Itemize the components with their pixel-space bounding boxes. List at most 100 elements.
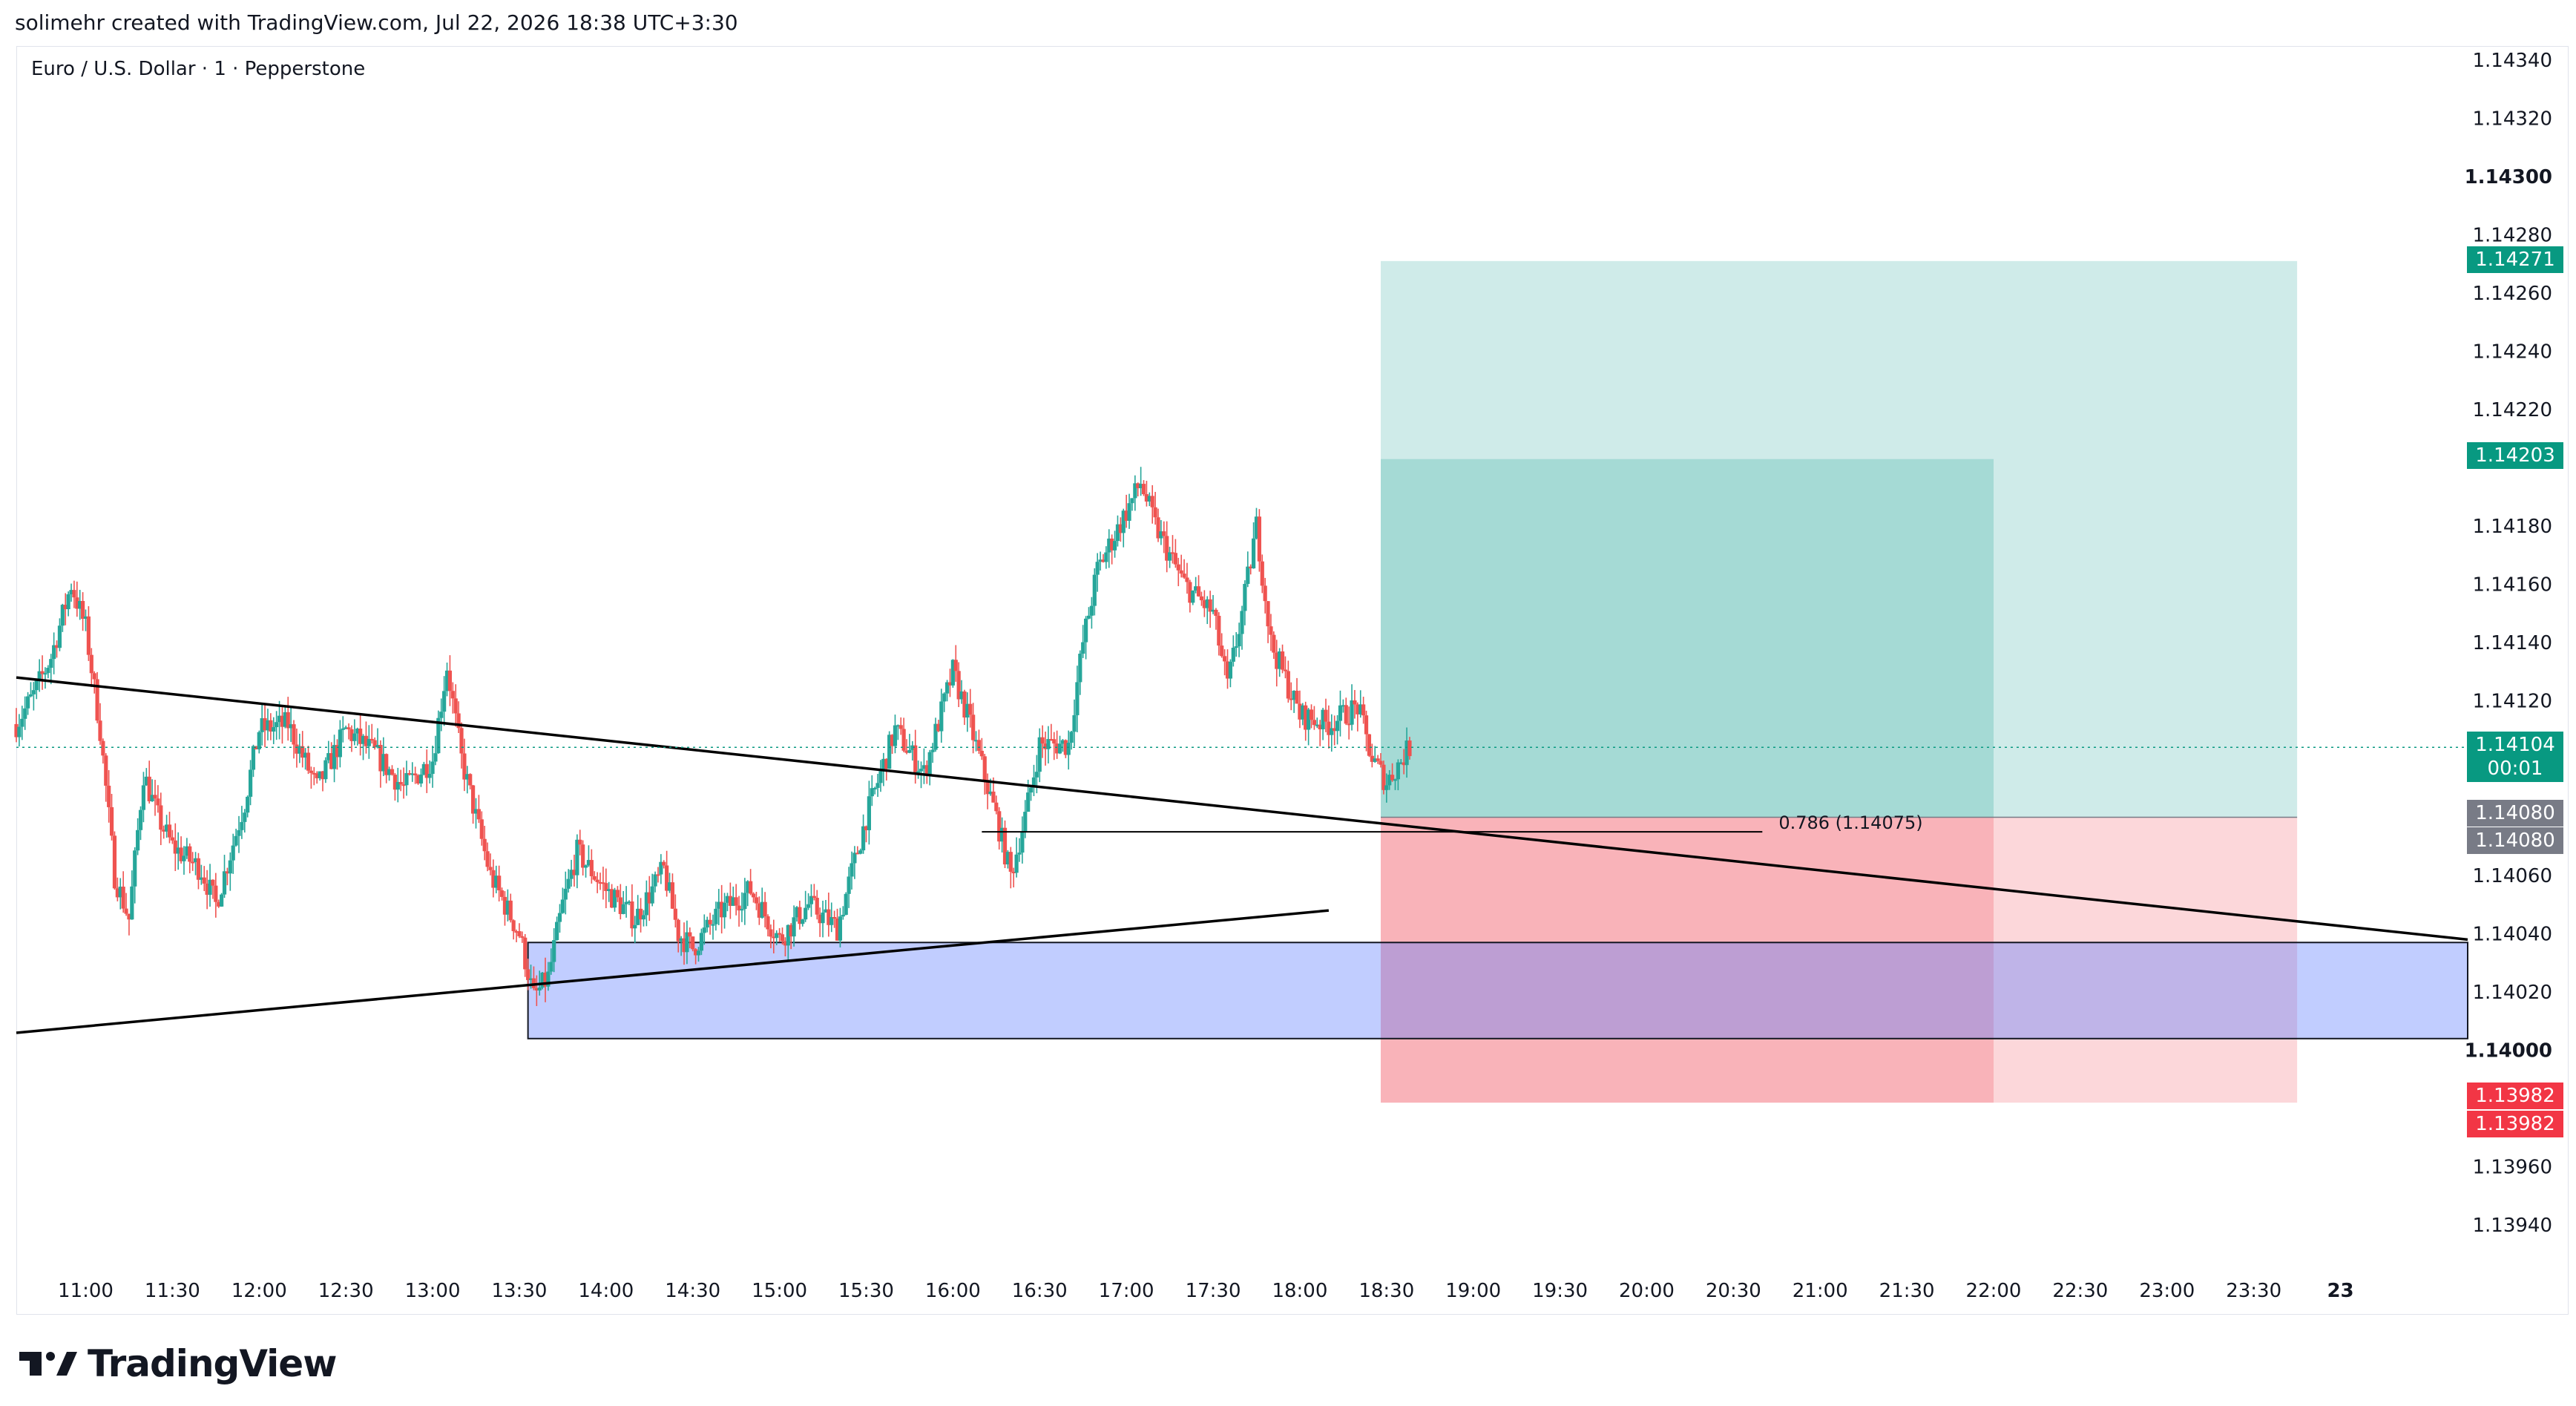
candle-body: [994, 802, 999, 812]
candle-body: [1086, 615, 1091, 619]
candle-body: [141, 785, 146, 810]
candle-body: [798, 907, 802, 924]
candle-body: [1191, 590, 1195, 603]
candle-body: [1381, 764, 1386, 790]
candle-body: [482, 838, 487, 852]
candle-body: [1005, 852, 1011, 865]
candle-body: [965, 703, 970, 718]
x-axis-tick: 13:30: [491, 1280, 547, 1302]
entry-price-label: 1.14080: [2467, 827, 2563, 854]
candle-body: [83, 616, 88, 620]
candle-body: [775, 933, 779, 939]
candle-body: [583, 865, 588, 868]
candle-body: [263, 717, 267, 731]
candle-body: [407, 773, 412, 775]
candle-body: [471, 785, 476, 814]
candle-body: [898, 725, 903, 729]
candle-body: [237, 830, 241, 836]
candle-body: [780, 934, 785, 942]
candle-body: [1194, 586, 1198, 591]
candle-body: [364, 735, 369, 746]
y-axis-tick: 1.14300: [2465, 166, 2552, 188]
candle-body: [841, 915, 845, 917]
candle-body: [205, 883, 209, 895]
x-axis-tick: 14:00: [578, 1280, 634, 1302]
candle-body: [1214, 609, 1218, 616]
x-axis-tick: 19:00: [1445, 1280, 1501, 1302]
candle-body: [170, 837, 174, 841]
candle-body: [1327, 721, 1331, 735]
candle-body: [1379, 761, 1383, 765]
candle-body: [66, 594, 70, 610]
candle-body: [225, 871, 230, 874]
candle-body: [554, 922, 559, 941]
candle-body: [1141, 484, 1146, 495]
candle-body: [760, 901, 764, 918]
candle-body: [107, 785, 111, 807]
candle-body: [1156, 517, 1160, 539]
candle-body: [838, 916, 843, 941]
candle-body: [89, 654, 93, 674]
candle-body: [827, 909, 831, 925]
candle-body: [1066, 743, 1071, 755]
candle-body: [1353, 700, 1357, 705]
candle-body: [514, 930, 519, 933]
candle-body: [526, 969, 530, 980]
candle-body: [260, 717, 264, 732]
candle-body: [1321, 709, 1325, 729]
candle-body: [968, 703, 973, 715]
candle-body: [415, 775, 421, 784]
trendline-descending: [16, 676, 2468, 942]
last-price-label: 1.14104: [2467, 732, 2563, 758]
candle-body: [439, 712, 444, 718]
candle-body: [1075, 682, 1080, 715]
candle-body: [552, 940, 556, 962]
candle-body: [722, 902, 727, 918]
candle-body: [1249, 566, 1253, 569]
candle-body: [806, 904, 811, 908]
candle-body: [1304, 705, 1308, 730]
candle-body: [130, 886, 134, 920]
candle-body: [1176, 564, 1180, 571]
y-axis-tick: 1.14000: [2465, 1040, 2552, 1062]
candle-body: [1121, 510, 1126, 533]
candle-body: [982, 756, 987, 781]
candle-body: [390, 769, 395, 775]
tradingview-logo-icon: [19, 1352, 77, 1376]
candle-body: [1289, 698, 1293, 700]
candle-body: [1139, 484, 1143, 489]
candle-body: [176, 847, 180, 854]
candle-body: [795, 907, 799, 918]
candle-body: [101, 740, 105, 756]
candle-body: [1278, 651, 1282, 669]
candle-body: [971, 715, 976, 740]
y-axis-tick: 1.14040: [2472, 924, 2552, 946]
candle-body: [37, 671, 42, 681]
candle-body: [699, 933, 704, 951]
candle-body: [95, 679, 99, 721]
candle-body: [679, 938, 683, 942]
candle-body: [499, 890, 505, 897]
y-axis-tick: 1.14140: [2472, 632, 2552, 654]
x-axis-tick: 23: [2327, 1280, 2353, 1302]
candle-body: [1220, 645, 1224, 657]
tradingview-brand[interactable]: TradingView: [19, 1341, 337, 1386]
candle-body: [150, 795, 154, 801]
candle-body: [607, 889, 611, 891]
attribution-header: solimehr created with TradingView.com, J…: [15, 10, 738, 35]
candle-body: [92, 673, 96, 680]
candle-body: [563, 888, 568, 900]
candle-body: [72, 590, 76, 598]
candle-body: [214, 885, 218, 902]
candle-body: [942, 693, 947, 702]
candle-body: [595, 879, 599, 882]
candle-body: [997, 811, 1002, 842]
stop-price-label: 1.13982: [2467, 1111, 2563, 1137]
candle-body: [104, 755, 108, 786]
candle-body: [306, 752, 311, 771]
candle-body: [502, 896, 507, 915]
candle-body: [1101, 559, 1105, 562]
candle-body: [315, 773, 319, 778]
candle-body: [927, 752, 932, 775]
